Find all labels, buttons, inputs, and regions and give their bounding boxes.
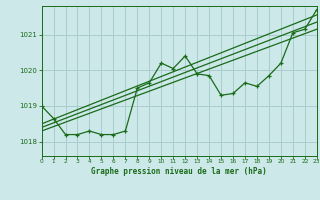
X-axis label: Graphe pression niveau de la mer (hPa): Graphe pression niveau de la mer (hPa) xyxy=(91,167,267,176)
